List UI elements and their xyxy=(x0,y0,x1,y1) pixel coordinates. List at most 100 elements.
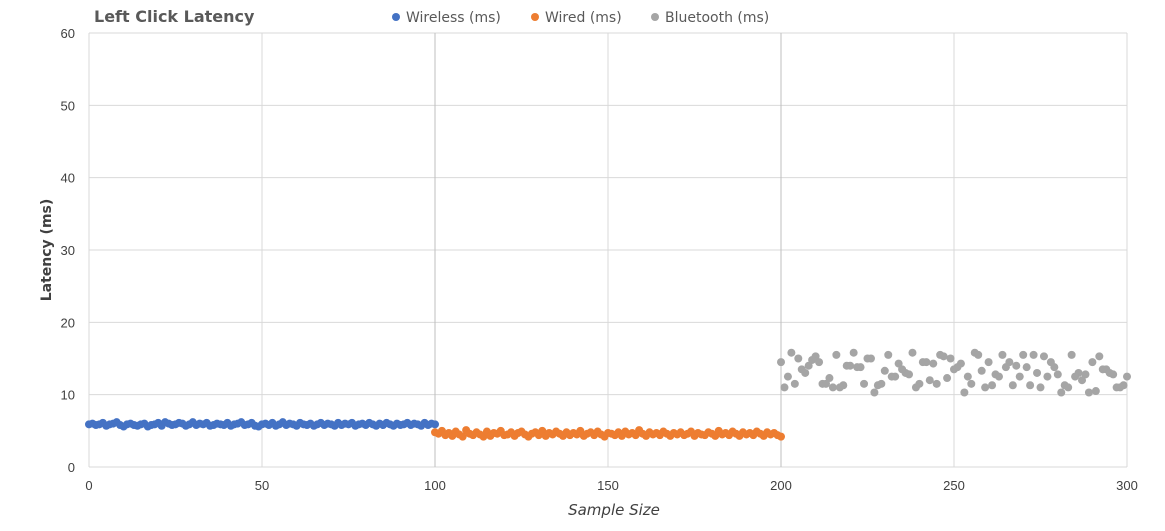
data-point xyxy=(1033,368,1042,377)
data-point xyxy=(1071,372,1080,381)
x-tick-label: 250 xyxy=(943,478,965,493)
data-point xyxy=(1084,388,1093,397)
x-axis-ticks: 0 50 100 150 200 250 300 xyxy=(85,478,1137,493)
data-point xyxy=(801,368,810,377)
data-point xyxy=(856,363,865,372)
data-point xyxy=(458,432,467,441)
data-point xyxy=(918,358,927,367)
data-point xyxy=(963,372,972,381)
data-point xyxy=(939,352,948,361)
data-point xyxy=(998,350,1007,359)
data-point xyxy=(842,361,851,370)
legend-label: Wireless (ms) xyxy=(406,10,501,26)
data-point xyxy=(929,359,938,368)
data-point xyxy=(1050,363,1059,372)
data-point xyxy=(431,420,439,429)
gridlines xyxy=(88,32,1128,468)
data-point xyxy=(911,383,920,392)
x-tick-label: 0 xyxy=(85,478,92,493)
data-point xyxy=(783,372,792,381)
data-point xyxy=(960,388,969,397)
data-point xyxy=(943,374,952,383)
data-point xyxy=(780,383,789,392)
data-point xyxy=(808,355,817,364)
data-point xyxy=(835,383,844,392)
data-point xyxy=(908,348,917,357)
data-point xyxy=(825,374,834,383)
data-point xyxy=(880,366,889,375)
data-points xyxy=(85,348,1131,441)
data-point xyxy=(1088,358,1097,367)
data-point xyxy=(891,372,900,381)
data-point xyxy=(777,432,785,441)
x-tick-label: 200 xyxy=(770,478,792,493)
legend: Wireless (ms) Wired (ms) Bluetooth (ms) xyxy=(392,10,769,26)
data-point xyxy=(967,379,976,388)
legend-item: Wireless (ms) xyxy=(392,10,501,26)
legend-marker xyxy=(392,13,400,21)
data-point xyxy=(790,379,799,388)
y-tick-label: 0 xyxy=(68,460,75,475)
data-point xyxy=(953,363,962,372)
data-point xyxy=(994,372,1003,381)
data-point xyxy=(1098,365,1107,374)
data-point xyxy=(1029,350,1038,359)
data-point xyxy=(884,350,893,359)
data-point xyxy=(1119,381,1128,390)
data-point xyxy=(1091,387,1100,396)
y-tick-label: 20 xyxy=(61,315,75,330)
data-point xyxy=(932,379,941,388)
data-point xyxy=(984,358,993,367)
y-tick-label: 40 xyxy=(61,171,75,186)
series-points xyxy=(85,418,439,431)
data-point xyxy=(815,358,824,367)
data-point xyxy=(1001,363,1010,372)
data-point xyxy=(1078,376,1087,385)
data-point xyxy=(1123,372,1131,381)
data-point xyxy=(828,383,837,392)
data-point xyxy=(981,383,990,392)
data-point xyxy=(832,350,841,359)
data-point xyxy=(988,381,997,390)
data-point xyxy=(1039,352,1048,361)
series-points xyxy=(431,426,785,441)
data-point xyxy=(787,348,796,357)
y-tick-label: 60 xyxy=(61,26,75,41)
data-point xyxy=(974,350,983,359)
legend-label: Wired (ms) xyxy=(545,10,622,26)
y-tick-label: 10 xyxy=(61,388,75,403)
data-point xyxy=(860,379,869,388)
data-point xyxy=(1022,363,1031,372)
y-axis-ticks: 0 10 20 30 40 50 60 xyxy=(61,26,75,475)
data-point xyxy=(905,370,914,379)
data-point xyxy=(1015,372,1024,381)
x-tick-label: 50 xyxy=(255,478,269,493)
legend-marker xyxy=(531,13,539,21)
data-point xyxy=(1036,383,1045,392)
data-point xyxy=(1067,350,1076,359)
data-point xyxy=(1057,388,1066,397)
legend-item: Wired (ms) xyxy=(531,10,622,26)
data-point xyxy=(870,388,879,397)
data-point xyxy=(1008,381,1017,390)
data-point xyxy=(1112,383,1121,392)
data-point xyxy=(1026,381,1035,390)
x-tick-label: 300 xyxy=(1116,478,1138,493)
data-point xyxy=(863,354,872,363)
data-point xyxy=(804,361,813,370)
data-point xyxy=(1053,370,1062,379)
data-point xyxy=(1043,372,1052,381)
data-point xyxy=(794,354,803,363)
data-point xyxy=(1012,361,1021,370)
y-tick-label: 30 xyxy=(61,243,75,258)
y-tick-label: 50 xyxy=(61,98,75,113)
data-point xyxy=(1105,368,1114,377)
series-points xyxy=(777,348,1131,397)
data-point xyxy=(1064,383,1073,392)
data-point xyxy=(849,348,858,357)
data-point xyxy=(1081,370,1090,379)
data-point xyxy=(1095,352,1104,361)
data-point xyxy=(821,379,830,388)
data-point xyxy=(925,376,934,385)
